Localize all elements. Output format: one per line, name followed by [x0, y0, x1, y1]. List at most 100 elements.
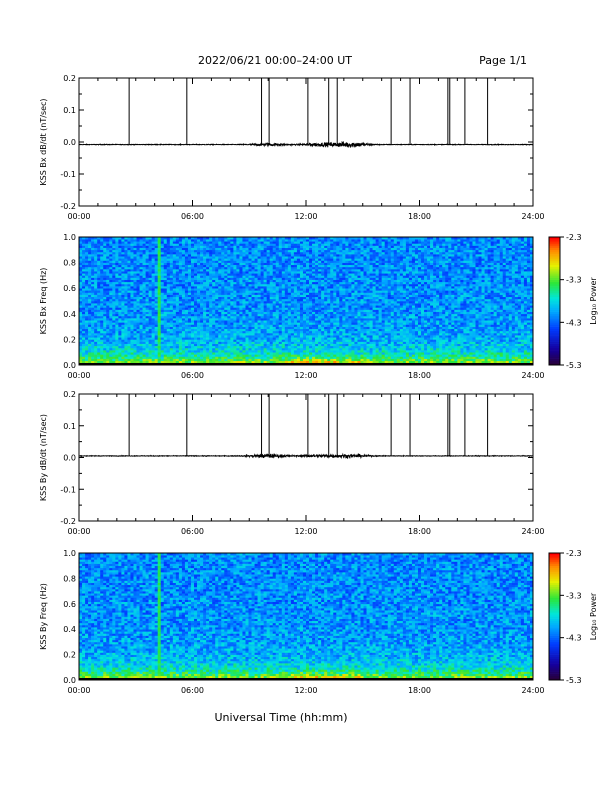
spectrogram-cell	[124, 358, 128, 362]
spectrogram-cell	[239, 335, 243, 338]
spectrogram-cell	[212, 309, 216, 312]
spectrogram-cell	[251, 333, 255, 336]
spectrogram-cell	[160, 343, 165, 347]
spectrogram-cell	[526, 354, 531, 357]
spectrogram-cell	[478, 330, 482, 334]
spectrogram-cell	[197, 335, 201, 338]
spectrogram-cell	[281, 298, 286, 302]
spectrogram-cell	[351, 303, 355, 306]
spectrogram-cell	[100, 307, 104, 310]
spectrogram-cell	[499, 313, 504, 317]
spectrogram-cell	[523, 301, 528, 304]
spectrogram-cell	[454, 339, 458, 342]
spectrogram-cell	[166, 318, 171, 321]
spectrogram-cell	[290, 341, 295, 344]
spectrogram-cell	[200, 301, 204, 304]
spectrogram-cell	[115, 305, 119, 308]
spectrogram-cell	[511, 335, 516, 338]
spectrogram-cell	[139, 324, 143, 327]
spectrogram-cell	[387, 335, 392, 338]
spectrogram-cell	[493, 311, 497, 315]
spectrogram-cell	[502, 313, 507, 317]
spectrogram-cell	[481, 309, 485, 312]
spectrogram-cell	[154, 315, 158, 319]
spectrogram-cell	[151, 296, 155, 300]
spectrogram-cell	[306, 305, 310, 308]
spectrogram-cell	[221, 343, 225, 347]
spectrogram-cell	[227, 307, 231, 310]
spectrogram-cell	[390, 326, 395, 330]
spectrogram-cell	[526, 337, 531, 340]
spectrogram-cell	[82, 313, 86, 317]
spectrogram-cell	[263, 339, 267, 342]
spectrogram-cell	[94, 313, 98, 317]
spectrogram-cell	[142, 305, 146, 308]
spectrogram-cell	[269, 322, 274, 325]
spectrogram-cell	[460, 324, 464, 327]
spectrogram-cell	[121, 301, 125, 304]
spectrogram-cell	[272, 341, 277, 344]
spectrogram-cell	[302, 320, 307, 323]
spectrogram-cell	[330, 347, 334, 351]
spectrogram-cell	[445, 341, 449, 344]
spectrogram-cell	[233, 339, 237, 342]
spectrogram-cell	[493, 301, 497, 304]
spectrogram-cell	[312, 320, 316, 323]
spectrogram-cell	[197, 356, 201, 359]
spectrogram-cell	[194, 320, 198, 323]
spectrogram-cell	[206, 305, 210, 308]
spectrogram-cell	[100, 350, 104, 353]
spectrogram-cell	[312, 358, 316, 362]
spectrogram-cell	[172, 315, 177, 319]
spectrogram-cell	[529, 315, 534, 319]
spectrogram-cell	[200, 309, 204, 312]
spectrogram-cell	[390, 313, 395, 317]
spectrogram-cell	[109, 354, 113, 357]
spectrogram-cell	[454, 345, 458, 349]
spectrogram-cell	[448, 320, 452, 323]
spectrogram-cell	[433, 347, 437, 351]
spectrogram-cell	[187, 341, 192, 344]
spectrogram-cell	[154, 322, 158, 325]
spectrogram-cell	[387, 328, 392, 332]
x-tick-label: 06:00	[181, 371, 204, 380]
spectrogram-cell	[411, 322, 416, 325]
spectrogram-cell	[421, 333, 425, 336]
spectrogram-cell	[209, 313, 213, 317]
spectrogram-cell	[405, 311, 410, 315]
spectrogram-cell	[293, 301, 298, 304]
spectrogram-cell	[127, 333, 131, 336]
spectrogram-cell	[439, 311, 443, 315]
spectrogram-cell	[529, 328, 534, 332]
spectrogram-cell	[227, 341, 231, 344]
spectrogram-cell	[502, 333, 507, 336]
spectrogram-cell	[523, 330, 528, 334]
spectrogram-cell	[260, 303, 264, 306]
spectrogram-cell	[451, 345, 455, 349]
spectrogram-cell	[221, 352, 225, 355]
spectrogram-cell	[487, 315, 491, 319]
spectrogram-cell	[224, 311, 228, 315]
spectrogram-cell	[399, 326, 404, 330]
spectrogram-cell	[399, 356, 404, 359]
spectrogram-cell	[463, 311, 467, 315]
spectrogram-cell	[508, 318, 513, 321]
spectrogram-cell	[529, 318, 534, 321]
spectrogram-cell	[414, 350, 419, 353]
spectrogram-cell	[430, 322, 434, 325]
spectrogram-cell	[169, 330, 174, 334]
spectrogram-cell	[145, 333, 149, 336]
spectrogram-cell	[411, 343, 416, 347]
spectrogram-cell	[154, 330, 158, 334]
spectrogram-cell	[200, 347, 204, 351]
spectrogram-cell	[145, 328, 149, 332]
spectrogram-cell	[163, 322, 168, 325]
spectrogram-cell	[175, 324, 180, 327]
spectrogram-cell	[460, 347, 464, 351]
spectrogram-cell	[363, 350, 367, 353]
spectrogram-cell	[339, 311, 343, 315]
spectrogram-cell	[103, 347, 107, 351]
spectrogram-cell	[463, 343, 467, 347]
spectrogram-cell	[299, 354, 304, 357]
spectrogram-cell	[481, 303, 485, 306]
